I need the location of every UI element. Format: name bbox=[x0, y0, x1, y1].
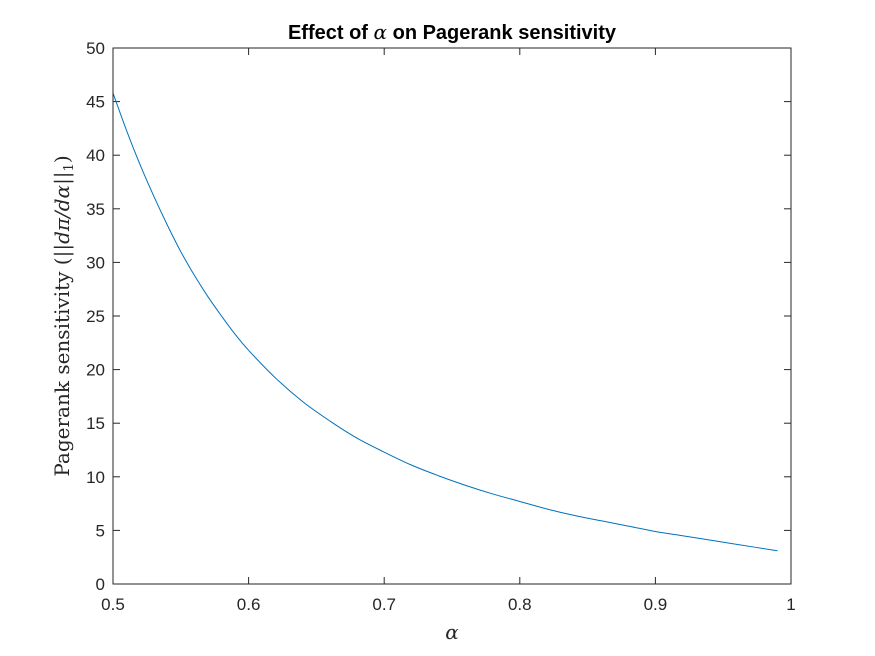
plot-background bbox=[113, 48, 791, 584]
y-tick-labels: 0 5 10 15 20 25 30 35 40 45 50 bbox=[86, 39, 105, 594]
x-tick-label: 0.6 bbox=[237, 595, 261, 614]
y-tick-label: 10 bbox=[86, 468, 105, 487]
x-tick-label: 0.8 bbox=[508, 595, 532, 614]
plot-box bbox=[112, 47, 792, 585]
chart-title-suffix: on Pagerank sensitivity bbox=[387, 22, 617, 44]
y-axis-label-text: Pagerank sensitivity ( bbox=[50, 257, 74, 476]
x-tick-label: 0.5 bbox=[101, 595, 125, 614]
chart-title-symbol: α bbox=[374, 20, 388, 44]
x-tick-label: 1 bbox=[786, 595, 795, 614]
y-tick-label: 5 bbox=[96, 521, 105, 540]
y-axis-label-math: ||dπ/dα|| bbox=[50, 171, 75, 257]
y-tick-label: 50 bbox=[86, 39, 105, 58]
y-tick-label: 20 bbox=[86, 361, 105, 380]
chart-title-prefix: Effect of bbox=[288, 22, 374, 44]
y-axis-label-close: ) bbox=[50, 155, 74, 163]
y-tick-label: 35 bbox=[86, 200, 105, 219]
series-line bbox=[112, 92, 778, 552]
y-tick-label: 25 bbox=[86, 307, 105, 326]
x-axis-label: α bbox=[445, 620, 459, 644]
y-tick-label: 45 bbox=[86, 93, 105, 112]
y-tick-label: 15 bbox=[86, 414, 105, 433]
y-axis-label-subscript: 1 bbox=[62, 163, 77, 171]
y-tick-label: 0 bbox=[96, 575, 105, 594]
x-tick-label: 0.7 bbox=[372, 595, 396, 614]
x-tick-label: 0.9 bbox=[644, 595, 668, 614]
y-tick-label: 40 bbox=[86, 146, 105, 165]
x-tick-labels: 0.5 0.6 0.7 0.8 0.9 1 bbox=[101, 595, 796, 614]
chart-title: Effect of α on Pagerank sensitivity bbox=[288, 20, 617, 44]
y-axis-label: Pagerank sensitivity (||dπ/dα||1) bbox=[50, 155, 77, 476]
y-tick-label: 30 bbox=[86, 253, 105, 272]
